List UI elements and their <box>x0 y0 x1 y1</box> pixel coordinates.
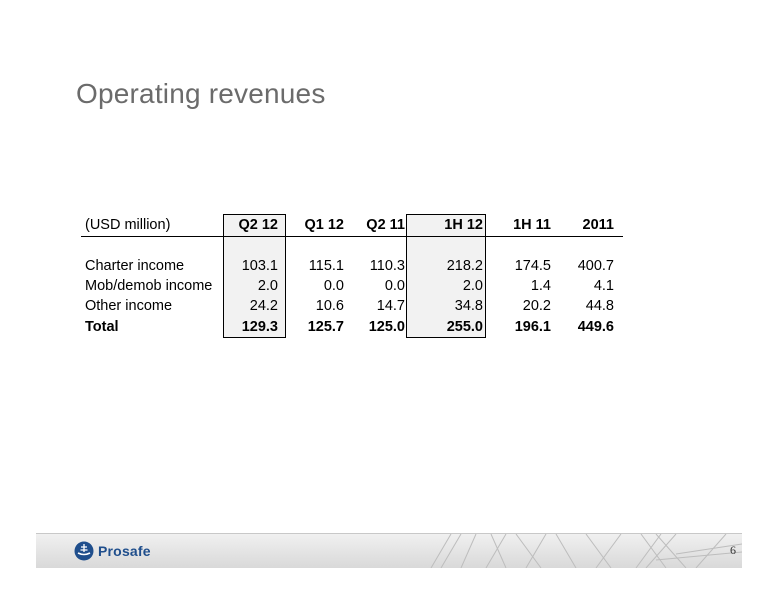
table-cell: 103.1 <box>241 258 278 274</box>
brand-name: Prosafe <box>98 543 151 559</box>
table-cell: 0.0 <box>323 278 344 294</box>
table-cell: 125.7 <box>307 319 344 335</box>
table-cell: 34.8 <box>454 298 483 314</box>
table-cell: 20.2 <box>522 298 551 314</box>
table-cell: 44.8 <box>585 298 614 314</box>
table-row: Other income 24.2 10.6 14.7 34.8 20.2 44… <box>81 296 623 316</box>
table-cell: 1.4 <box>530 278 551 294</box>
table-cell: 400.7 <box>577 258 614 274</box>
table-cell: 125.0 <box>368 319 405 335</box>
table-cell: 10.6 <box>315 298 344 314</box>
row-label: Other income <box>85 298 173 314</box>
column-header: 2011 <box>582 217 614 233</box>
row-label: Charter income <box>85 258 185 274</box>
column-header: 1H 11 <box>513 217 551 233</box>
highlight-column-q2-12 <box>223 214 286 338</box>
table-header-row: (USD million) Q2 12 Q1 12 Q2 11 1H 12 1H… <box>81 215 623 235</box>
slide-footer: Prosafe 6 <box>36 533 742 568</box>
table-cell: 218.2 <box>446 258 483 274</box>
table-cell: 129.3 <box>241 319 278 335</box>
decorative-lines <box>430 534 742 568</box>
table-cell: 196.1 <box>514 319 551 335</box>
page-number: 6 <box>730 543 736 557</box>
table-row: Charter income 103.1 115.1 110.3 218.2 1… <box>81 256 623 276</box>
table-cell: 2.0 <box>257 278 278 294</box>
column-header: 1H 12 <box>444 217 483 233</box>
table-cell: 0.0 <box>384 278 405 294</box>
table-cell: 174.5 <box>514 258 551 274</box>
table-cell: 24.2 <box>249 298 278 314</box>
table-total-row: Total 129.3 125.7 125.0 255.0 196.1 449.… <box>81 317 623 337</box>
prosafe-emblem-icon <box>74 541 94 561</box>
table-cell: 115.1 <box>308 258 344 274</box>
slide-title: Operating revenues <box>76 78 326 109</box>
table-row: Mob/demob income 2.0 0.0 0.0 2.0 1.4 4.1 <box>81 276 623 296</box>
header-rule <box>81 236 623 237</box>
column-header: Q1 12 <box>304 217 345 233</box>
prosafe-logo: Prosafe <box>74 541 151 561</box>
row-label: Mob/demob income <box>85 278 213 294</box>
table-cell: 2.0 <box>462 278 483 294</box>
row-label: Total <box>85 319 119 335</box>
table-cell: 14.7 <box>376 298 405 314</box>
table-cell: 4.1 <box>593 278 614 294</box>
table-cell: 110.3 <box>369 258 405 274</box>
table-cell: 255.0 <box>446 319 483 335</box>
operating-revenues-table: (USD million) Q2 12 Q1 12 Q2 11 1H 12 1H… <box>81 214 623 340</box>
column-header: Q2 11 <box>366 217 405 233</box>
column-header: Q2 12 <box>238 217 279 233</box>
table-cell: 449.6 <box>577 319 614 335</box>
corner-label: (USD million) <box>85 217 171 233</box>
highlight-column-1h-12 <box>406 214 486 338</box>
